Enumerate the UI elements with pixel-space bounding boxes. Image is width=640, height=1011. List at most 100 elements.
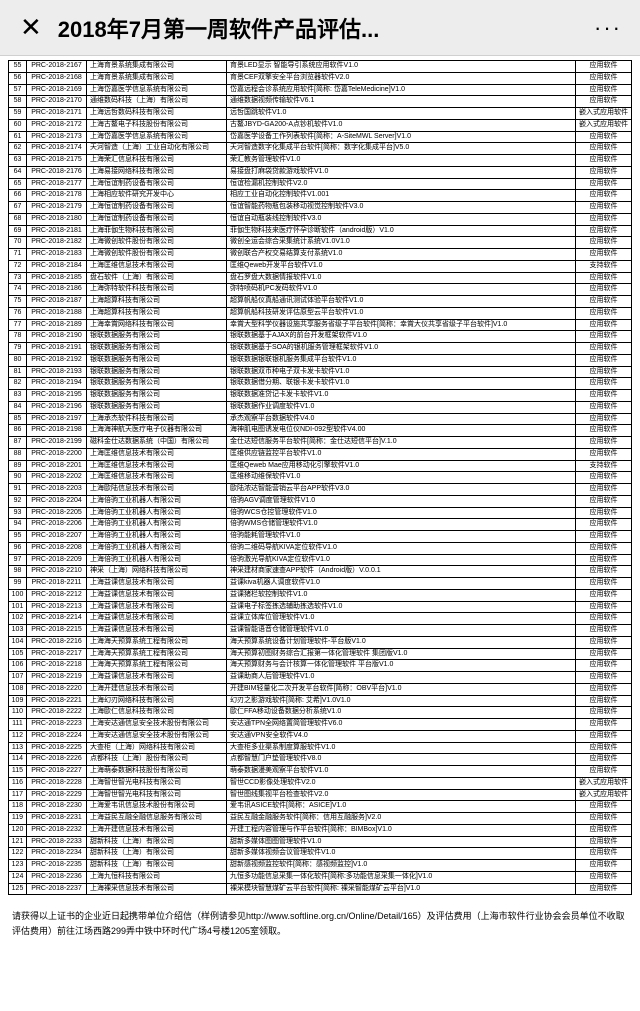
row-product: 倍驹二维码导航KIVA定位软件V1.0 <box>227 542 576 554</box>
row-index: 119 <box>9 813 27 825</box>
row-category: 应用软件 <box>576 72 632 84</box>
row-code: PRC-2018-2236 <box>27 871 87 883</box>
row-product: 安达通VPN安全软件V4.0 <box>227 730 576 742</box>
row-product: 神采建材商家速查APP软件（Android版）V.0.0.1 <box>227 566 576 578</box>
row-code: PRC-2018-2186 <box>27 284 87 296</box>
row-code: PRC-2018-2177 <box>27 178 87 190</box>
row-index: 114 <box>9 754 27 766</box>
row-company: 通维数码科技（上海）有限公司 <box>87 96 227 108</box>
table-row: 60PRC-2018-2172上海古鳌电子科技股份有限公司古鳌JBYD-GA20… <box>9 119 632 131</box>
row-index: 107 <box>9 672 27 684</box>
row-code: PRC-2018-2184 <box>27 260 87 272</box>
row-company: 上海匡维信息技术有限公司 <box>87 448 227 460</box>
table-row: 92PRC-2018-2204上海倍驹工业机器人有限公司倍驹AGV调度管理软件V… <box>9 495 632 507</box>
row-index: 59 <box>9 108 27 120</box>
row-code: PRC-2018-2231 <box>27 813 87 825</box>
row-company: 上海恒谊制药设备有限公司 <box>87 178 227 190</box>
table-row: 55PRC-2018-2167上海育景系统集成有限公司育景LED显示 智能导引系… <box>9 61 632 73</box>
close-icon[interactable]: ✕ <box>12 12 50 43</box>
row-company: 盘石软件（上海）有限公司 <box>87 272 227 284</box>
row-product: 银联数据双币种电子双卡发卡软件V1.0 <box>227 366 576 378</box>
row-code: PRC-2018-2197 <box>27 413 87 425</box>
table-container: 55PRC-2018-2167上海育景系统集成有限公司育景LED显示 智能导引系… <box>0 56 640 895</box>
row-category: 应用软件 <box>576 883 632 895</box>
row-product: 岱嘉远程会诊系统应用软件[简称: 岱嘉TeleMedicine]V1.0 <box>227 84 576 96</box>
table-row: 64PRC-2018-2176上海易接网络科技有限公司易接盘打麻袋贷款游戏软件V… <box>9 166 632 178</box>
row-code: PRC-2018-2170 <box>27 96 87 108</box>
row-product: 恒谊检漏机控制软件V2.0 <box>227 178 576 190</box>
row-product: 银联数据准贷记卡发卡软件V1.0 <box>227 390 576 402</box>
table-row: 124PRC-2018-2236上海九恒科技有限公司九恒多功能信息采集一体化软件… <box>9 871 632 883</box>
row-code: PRC-2018-2230 <box>27 801 87 813</box>
row-index: 105 <box>9 648 27 660</box>
table-row: 102PRC-2018-2214上海益课信息技术有限公司益课立体库位管理软件V1… <box>9 613 632 625</box>
row-company: 上海岱嘉医学信息系统有限公司 <box>87 84 227 96</box>
row-code: PRC-2018-2175 <box>27 155 87 167</box>
row-category: 应用软件 <box>576 719 632 731</box>
row-company: 上海开建信息技术有限公司 <box>87 683 227 695</box>
row-category: 应用软件 <box>576 613 632 625</box>
row-company: 上海倍驹工业机器人有限公司 <box>87 495 227 507</box>
more-icon[interactable]: ··· <box>588 15 628 41</box>
row-code: PRC-2018-2167 <box>27 61 87 73</box>
row-code: PRC-2018-2187 <box>27 296 87 308</box>
row-index: 109 <box>9 695 27 707</box>
row-index: 118 <box>9 801 27 813</box>
row-category: 应用软件 <box>576 249 632 261</box>
row-code: PRC-2018-2233 <box>27 836 87 848</box>
row-company: 上海幸賞网络科技有限公司 <box>87 319 227 331</box>
header-bar: ✕ 2018年7月第一周软件产品评估... ··· <box>0 0 640 56</box>
row-code: PRC-2018-2221 <box>27 695 87 707</box>
row-code: PRC-2018-2196 <box>27 401 87 413</box>
table-row: 69PRC-2018-2181上海菲伽生物科技有限公司菲伽生物科技来医疗怀孕诊断… <box>9 225 632 237</box>
row-code: PRC-2018-2228 <box>27 777 87 789</box>
row-company: 银联数据服务有限公司 <box>87 378 227 390</box>
row-product: 恒谊智能药物瓶包装移动视觉控制软件V3.0 <box>227 202 576 214</box>
row-code: PRC-2018-2173 <box>27 131 87 143</box>
row-company: 上海益课信息技术有限公司 <box>87 578 227 590</box>
row-code: PRC-2018-2171 <box>27 108 87 120</box>
page-title: 2018年7月第一周软件产品评估... <box>50 12 588 44</box>
table-row: 108PRC-2018-2220上海开建信息技术有限公司开建BIM轻量化二次开发… <box>9 683 632 695</box>
table-row: 119PRC-2018-2231上海益民互融全融信息服务有限公司益民互融金融服务… <box>9 813 632 825</box>
table-row: 84PRC-2018-2196银联数据服务有限公司银联数据作业调度软件V1.0应… <box>9 401 632 413</box>
row-product: 相应工业自动化控制软件V1.001 <box>227 190 576 202</box>
row-code: PRC-2018-2234 <box>27 848 87 860</box>
table-row: 74PRC-2018-2186上海弥特软件科技有限公司弥特喷码机PC发码软件V1… <box>9 284 632 296</box>
row-category: 应用软件 <box>576 307 632 319</box>
table-row: 98PRC-2018-2210神采（上海）网络科技有限公司神采建材商家速查APP… <box>9 566 632 578</box>
row-index: 81 <box>9 366 27 378</box>
row-category: 应用软件 <box>576 366 632 378</box>
table-row: 104PRC-2018-2216上海海天预算系统工程有限公司海天预算系统设备计划… <box>9 636 632 648</box>
row-category: 应用软件 <box>576 672 632 684</box>
row-code: PRC-2018-2222 <box>27 707 87 719</box>
row-code: PRC-2018-2227 <box>27 766 87 778</box>
row-company: 上海益民互融全融信息服务有限公司 <box>87 813 227 825</box>
row-product: 益课助商人后管理软件V1.0 <box>227 672 576 684</box>
table-row: 71PRC-2018-2183上海微创软件股份有限公司微创联合产权交易结算支付系… <box>9 249 632 261</box>
row-index: 115 <box>9 766 27 778</box>
row-index: 85 <box>9 413 27 425</box>
row-product: 易接盘打麻袋贷款游戏软件V1.0 <box>227 166 576 178</box>
table-row: 109PRC-2018-2221上海幻刃网络科技有限公司幻刃之影游戏软件[简称:… <box>9 695 632 707</box>
row-company: 银联数据服务有限公司 <box>87 401 227 413</box>
row-index: 69 <box>9 225 27 237</box>
row-code: PRC-2018-2172 <box>27 119 87 131</box>
row-code: PRC-2018-2203 <box>27 484 87 496</box>
row-product: 匡维Qeweb开发平台软件V1.0 <box>227 260 576 272</box>
row-index: 117 <box>9 789 27 801</box>
row-code: PRC-2018-2226 <box>27 754 87 766</box>
row-code: PRC-2018-2183 <box>27 249 87 261</box>
row-company: 上海爱韦讯信息技术股份有限公司 <box>87 801 227 813</box>
row-category: 应用软件 <box>576 660 632 672</box>
row-index: 100 <box>9 589 27 601</box>
table-row: 83PRC-2018-2195银联数据服务有限公司银联数据准贷记卡发卡软件V1.… <box>9 390 632 402</box>
table-row: 76PRC-2018-2188上海超算科技有限公司超算帆船科技研发评估原型云平台… <box>9 307 632 319</box>
row-product: 益课电子标签拣选辅助拣选软件V1.0 <box>227 601 576 613</box>
table-row: 96PRC-2018-2208上海倍驹工业机器人有限公司倍驹二维码导航KIVA定… <box>9 542 632 554</box>
row-category: 应用软件 <box>576 284 632 296</box>
row-index: 63 <box>9 155 27 167</box>
row-index: 84 <box>9 401 27 413</box>
row-category: 应用软件 <box>576 495 632 507</box>
row-code: PRC-2018-2220 <box>27 683 87 695</box>
